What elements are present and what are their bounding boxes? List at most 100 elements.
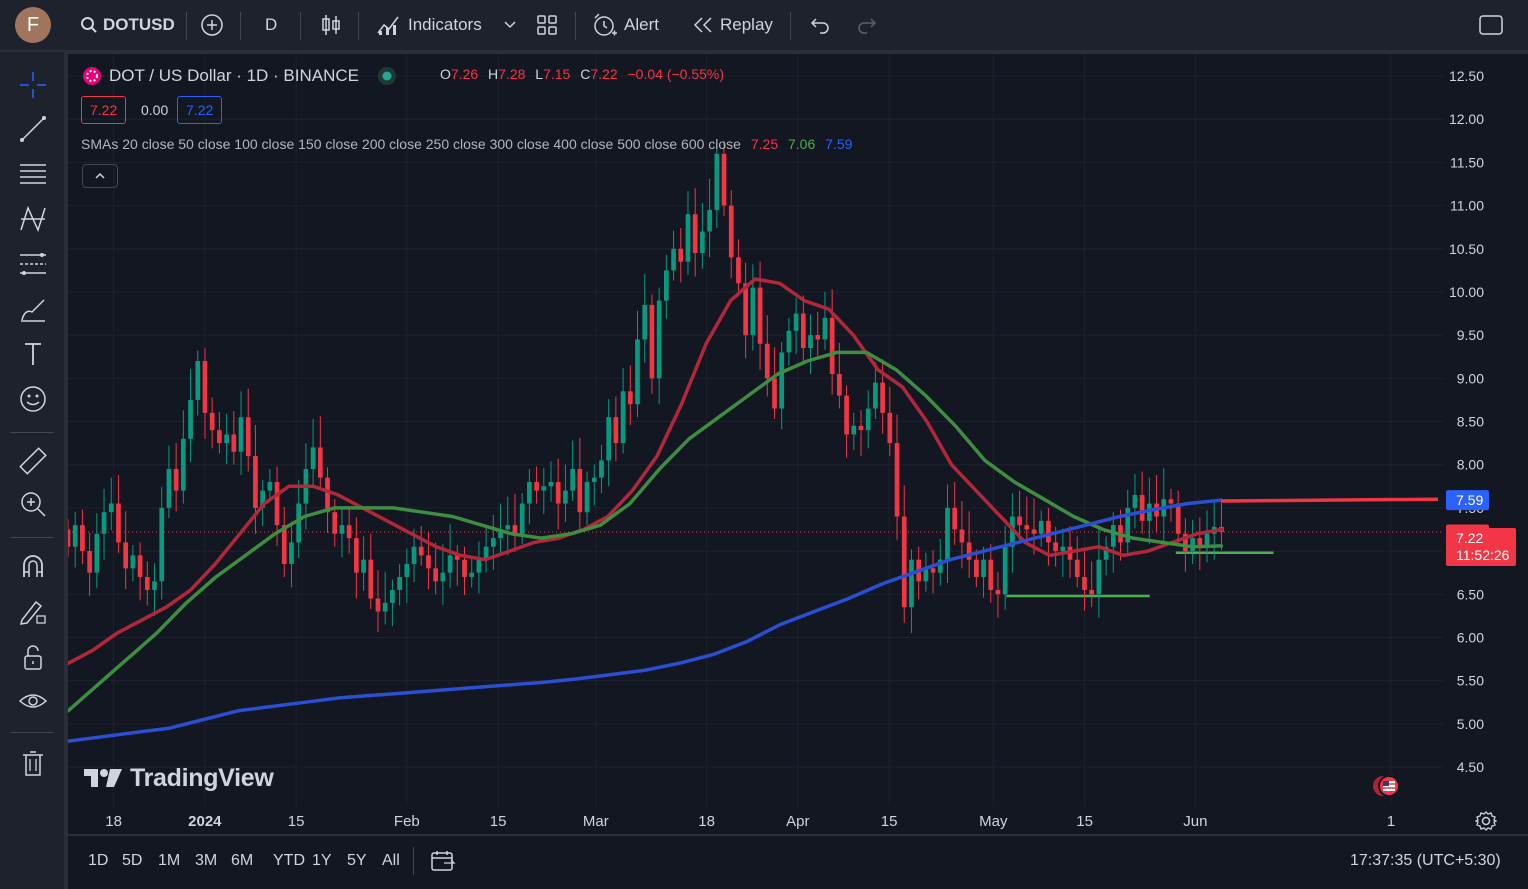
candle-body [1046,520,1051,543]
measure-tool[interactable] [16,444,50,478]
candle-body [253,456,258,508]
symbol-search-button[interactable]: DOTUSD [80,0,175,50]
candle-body [123,542,129,569]
user-avatar[interactable]: F [15,7,51,43]
settings-gear-icon[interactable] [1475,810,1497,832]
templates-button[interactable] [535,0,559,50]
alarm-clock-icon [594,13,617,36]
candle-body [527,481,532,504]
fullscreen-button[interactable] [1478,0,1504,50]
candle-body [966,542,972,560]
chart-type-button[interactable] [320,0,342,50]
fib-icon [20,253,46,275]
candle-body [80,525,85,552]
candle-body [116,503,121,543]
price-chart[interactable]: 12.5012.0011.5011.0010.5010.009.509.008.… [68,54,1528,834]
candle-body [281,525,287,565]
pattern-tool[interactable] [16,202,50,236]
brush-icon [21,299,45,322]
candle-body [382,602,388,612]
candle-body [627,391,633,405]
brush-tool[interactable] [16,292,50,326]
market-status-icon [378,67,397,85]
candle-body [865,408,871,431]
range-button-all[interactable]: All [382,852,400,869]
candle-body [786,330,792,353]
range-button-1y[interactable]: 1Y [312,852,332,869]
candle-body [981,559,986,577]
date-range-button[interactable] [430,836,456,886]
candle-body [202,361,208,413]
range-button-1d[interactable]: 1D [88,852,109,869]
candle-body [887,412,893,444]
candle-body [1082,576,1087,590]
sma-200-price-tag [1446,490,1489,511]
candle-body [700,231,705,254]
zoom-tool[interactable] [16,487,50,521]
legend-title[interactable]: DOT / US Dollar · 1D · BINANCE [109,66,360,85]
candle-body [1110,525,1116,547]
candle-body [534,481,539,491]
range-button-6m[interactable]: 6M [231,852,254,869]
alert-button[interactable]: Alert [592,0,659,50]
sma-200-line [68,498,1224,743]
x-tick-label: 15 [288,813,305,830]
y-tick-label: 8.50 [1457,414,1484,430]
interval-button[interactable]: D [265,0,277,50]
sma-legend[interactable]: SMAs 20 close 50 close 100 close 150 clo… [81,136,852,152]
candle-body [144,576,150,590]
range-button-3m[interactable]: 3M [195,852,218,869]
replay-button[interactable]: Replay [692,0,773,50]
buy-price-box[interactable]: 7.22 [177,96,223,124]
countdown-text: 11:52:26 [1456,547,1510,563]
candle-body [339,525,345,534]
candle-body [426,555,431,569]
indicators-label: Indicators [408,15,482,34]
range-button-5d[interactable]: 5D [122,852,143,869]
alert-label: Alert [624,15,659,34]
x-tick-label: Apr [786,813,809,830]
collapse-legend-button[interactable] [82,164,118,188]
candle-body [779,352,785,409]
fib-tool[interactable] [16,247,50,281]
candle-body [130,555,136,569]
range-button-5y[interactable]: 5Y [347,852,367,869]
range-button-1m[interactable]: 1M [158,852,181,869]
undo-button[interactable] [808,0,832,50]
indicators-dropdown[interactable] [503,0,517,50]
timezone-clock[interactable]: 17:37:35 (UTC+5:30) [1350,852,1501,869]
flag-icon[interactable] [1372,773,1402,799]
candle-body [325,477,330,513]
candle-body [577,469,583,513]
crosshair-tool[interactable] [16,68,50,102]
candle-body [570,469,575,491]
candle-body [555,481,561,504]
divider [300,12,301,40]
y-tick-label: 10.00 [1449,284,1484,300]
candle-body [1103,546,1109,560]
y-tick-label: 8.00 [1457,457,1484,473]
remove-drawings-tool[interactable] [16,746,50,780]
trend-line-tool[interactable] [16,112,50,146]
sell-price-box[interactable]: 7.22 [81,96,127,124]
text-tool[interactable] [16,337,50,371]
horizontal-lines-tool[interactable] [16,157,50,191]
trash-icon [23,751,43,776]
range-button-ytd[interactable]: YTD [273,852,305,869]
magnet-tool[interactable] [16,549,50,583]
interval-label: D [265,15,278,34]
candle-body [606,417,612,461]
candle-body [188,399,193,439]
candle-body [505,525,511,530]
compare-button[interactable] [200,0,224,50]
lock-drawings-pencil-tool[interactable] [16,594,50,628]
unlock-icon [24,645,42,670]
candle-body [1139,494,1145,521]
lock-tool[interactable] [16,640,50,674]
candle-body [757,287,763,344]
indicators-button[interactable]: Indicators [376,0,482,50]
emoji-tool[interactable] [16,382,50,416]
candle-body [930,568,936,573]
hide-tool[interactable] [16,684,50,718]
redo-button[interactable] [855,0,879,50]
